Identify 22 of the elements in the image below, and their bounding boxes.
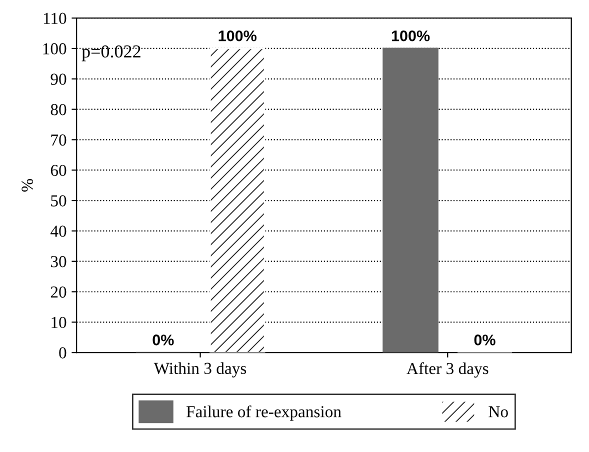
y-tick-label: 70 [51, 134, 66, 146]
y-tick-label: 110 [44, 12, 66, 24]
y-tick-label: 40 [50, 226, 66, 237]
legend-label: No [488, 406, 508, 418]
y-axis-title: % [22, 178, 33, 192]
y-tick-label: 80 [50, 104, 66, 116]
data-label: 100% [392, 30, 430, 42]
data-label: 0% [474, 334, 496, 346]
y-tick-label: 50 [51, 195, 66, 206]
y-tick-label: 30 [50, 256, 66, 268]
x-tick-label: After 3 days [406, 362, 488, 378]
legend-label: Failure of re-expansion [186, 405, 342, 421]
y-tick-label: 60 [50, 164, 66, 176]
x-tick-label: Within 3 days [154, 362, 246, 378]
data-label: 0% [152, 334, 174, 346]
y-tick-label: 90 [50, 74, 66, 85]
y-tick-label: 20 [50, 286, 66, 298]
annotation: p=0.022 [82, 45, 140, 62]
y-tick-label: 0 [59, 347, 66, 359]
y-tick-label: 10 [52, 316, 66, 328]
y-tick-label: 100 [43, 43, 66, 54]
data-label: 100% [218, 30, 257, 42]
